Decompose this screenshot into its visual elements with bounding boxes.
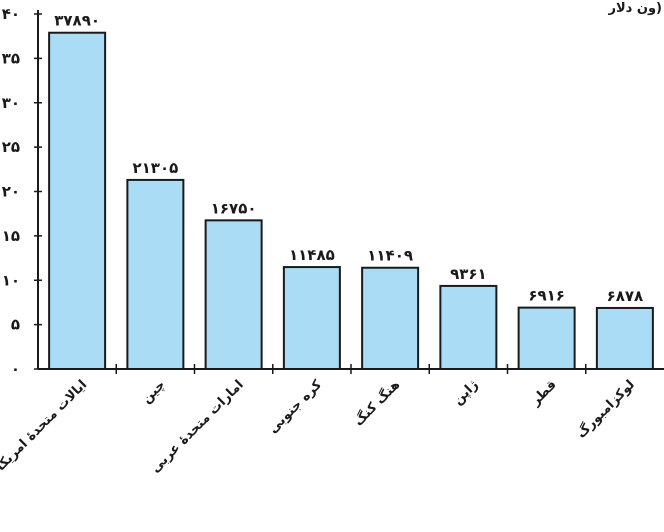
x-tick-label: چین (139, 377, 168, 406)
y-tick-label: ۱۵ (2, 227, 20, 245)
y-tick-label: ۴۰ (2, 5, 20, 23)
bar (282, 266, 341, 370)
y-tick-label: ۰ (11, 360, 20, 378)
bar (126, 178, 185, 370)
data-label: ۹۳۶۱ (450, 265, 487, 283)
y-tick-label: ۳۵ (2, 49, 20, 67)
y-tick-label: ۳۰ (2, 94, 20, 112)
data-label: ۱۱۴۸۵ (289, 246, 335, 264)
data-label: ۱۱۴۰۹ (367, 247, 413, 265)
x-tick-label: هنگ کنگ (351, 377, 404, 430)
y-tick-label: ۲۰ (2, 183, 20, 201)
data-label: ۳۷۸۹۰ (54, 12, 100, 30)
data-labels-group: ۳۷۸۹۰ ۲۱۳۰۵ ۱۶۷۵۰ ۱۱۴۸۵ ۱۱۴۰۹ ۹۳۶۱ ۶۹۱۶ ۶۸۷۸ (54, 12, 643, 305)
bar (517, 306, 576, 371)
data-label: ۶۹۱۶ (528, 287, 565, 305)
y-tick-label: ۵ (11, 316, 20, 334)
bar (361, 266, 420, 370)
bar (48, 31, 107, 370)
data-label: ۱۶۷۵۰ (211, 199, 257, 217)
x-tick-label: ژاپن (451, 377, 482, 408)
data-label: ۲۱۳۰۵ (132, 159, 178, 177)
bar (595, 306, 654, 371)
y-tick-label: ۲۵ (2, 138, 20, 156)
x-tick-label: قطر (528, 377, 560, 409)
bars-group (48, 31, 654, 371)
x-tick-label: کره جنوبی (266, 377, 326, 437)
bar (204, 219, 263, 370)
chart-title: ون دلار) (608, 1, 663, 16)
y-axis: ۰ ۵ ۱۰ ۱۵ ۲۰ ۲۵ ۳۰ ۳۵ ۴۰ (2, 5, 42, 378)
x-tick-label: ایالات متحدهٔ امریکا (0, 377, 90, 474)
bar (439, 284, 498, 370)
data-label: ۶۸۷۸ (607, 287, 644, 305)
x-tick-label: لوکزامبورگ (573, 376, 638, 441)
y-tick-label: ۱۰ (2, 271, 20, 289)
